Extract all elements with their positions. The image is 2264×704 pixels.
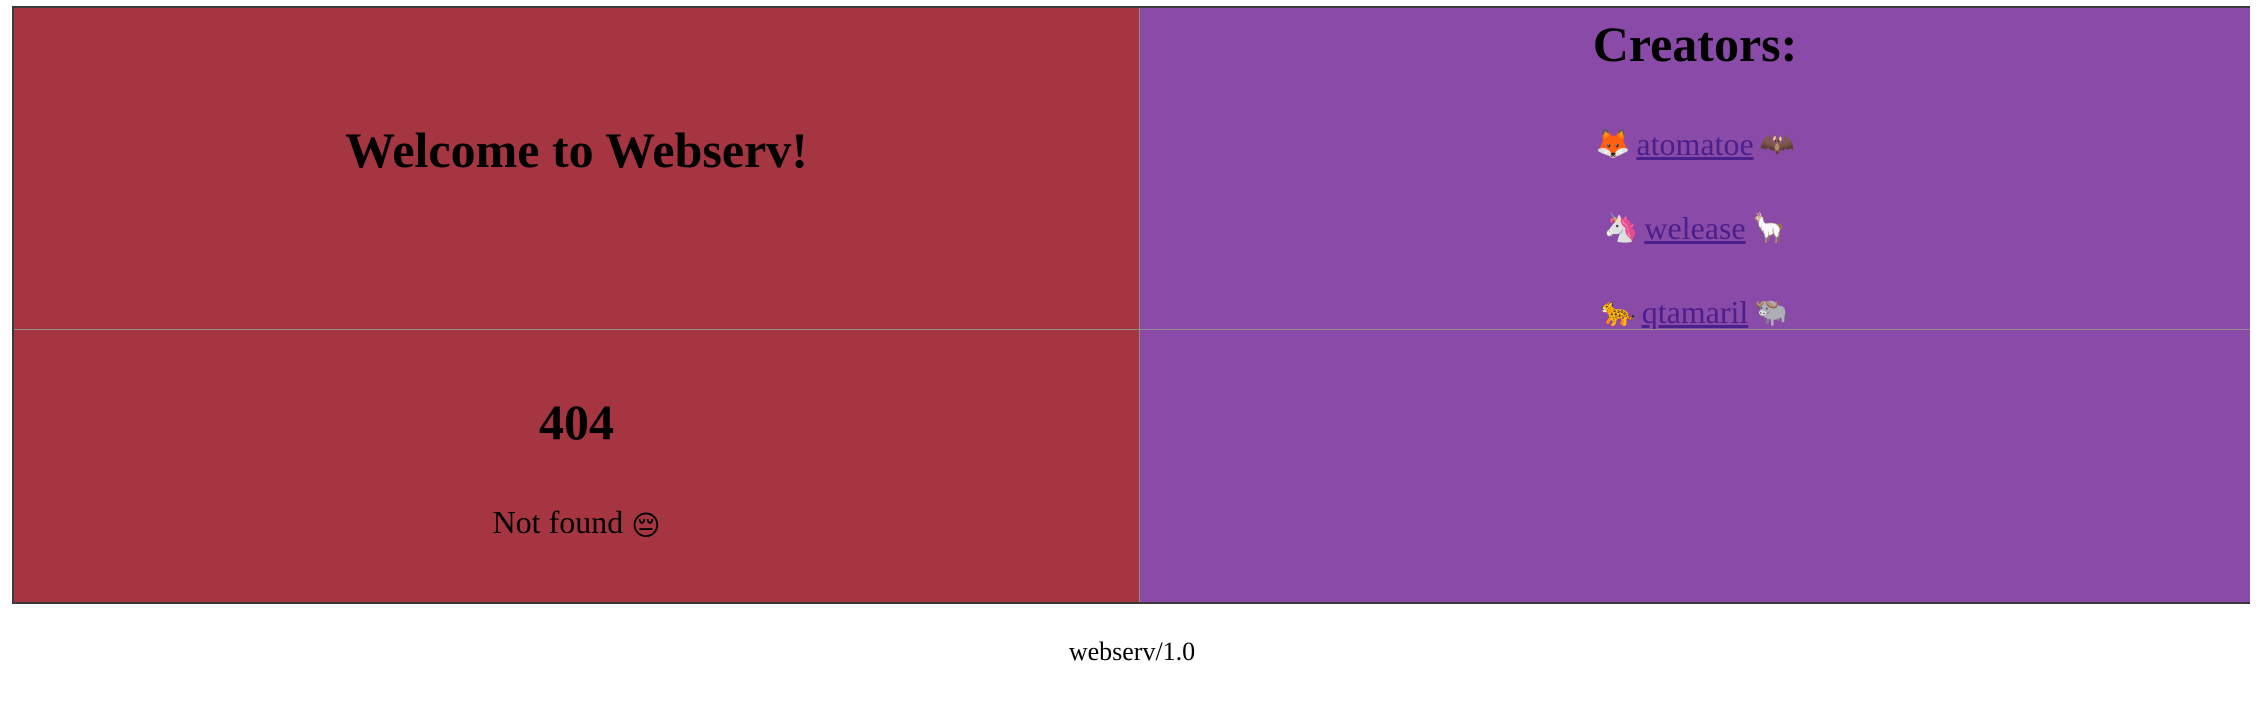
error-cell: 404 Not found 😔 bbox=[14, 330, 1140, 602]
error-message-text: Not found bbox=[492, 504, 624, 540]
creator-link-atomatoe[interactable]: atomatoe bbox=[1636, 125, 1754, 162]
creator-link-welease[interactable]: welease bbox=[1644, 209, 1746, 246]
main-table: Welcome to Webserv! Creators: 🦊 atomatoe 🦇… bbox=[12, 6, 2250, 604]
unicorn-icon: 🦄 bbox=[1603, 210, 1639, 244]
creator-item-atomatoe: 🦊 atomatoe 🦇 bbox=[1140, 120, 2250, 164]
server-footer: webserv/1.0 bbox=[1068, 637, 1196, 666]
llama-icon: 🦙 bbox=[1751, 210, 1787, 244]
leopard-icon: 🐆 bbox=[1600, 294, 1636, 328]
bat-icon: 🦇 bbox=[1759, 126, 1795, 160]
water-buffalo-icon: 🐃 bbox=[1754, 294, 1790, 328]
pensive-face-icon: 😔 bbox=[631, 508, 661, 542]
welcome-cell: Welcome to Webserv! bbox=[14, 8, 1140, 330]
creators-title: Creators: bbox=[1592, 16, 1798, 72]
creator-item-qtamaril: 🐆 qtamaril 🐃 bbox=[1140, 288, 2250, 330]
welcome-title: Welcome to Webserv! bbox=[345, 122, 808, 178]
empty-cell bbox=[1140, 330, 2250, 602]
creator-link-qtamaril[interactable]: qtamaril bbox=[1641, 293, 1749, 330]
fox-icon: 🦊 bbox=[1595, 126, 1631, 160]
error-message: Not found 😔 bbox=[14, 502, 1139, 546]
creators-cell: Creators: 🦊 atomatoe 🦇 🦄 welease 🦙 🐆 qtamaril… bbox=[1140, 8, 2250, 330]
error-code: 404 bbox=[539, 394, 614, 450]
creator-item-welease: 🦄 welease 🦙 bbox=[1140, 204, 2250, 248]
